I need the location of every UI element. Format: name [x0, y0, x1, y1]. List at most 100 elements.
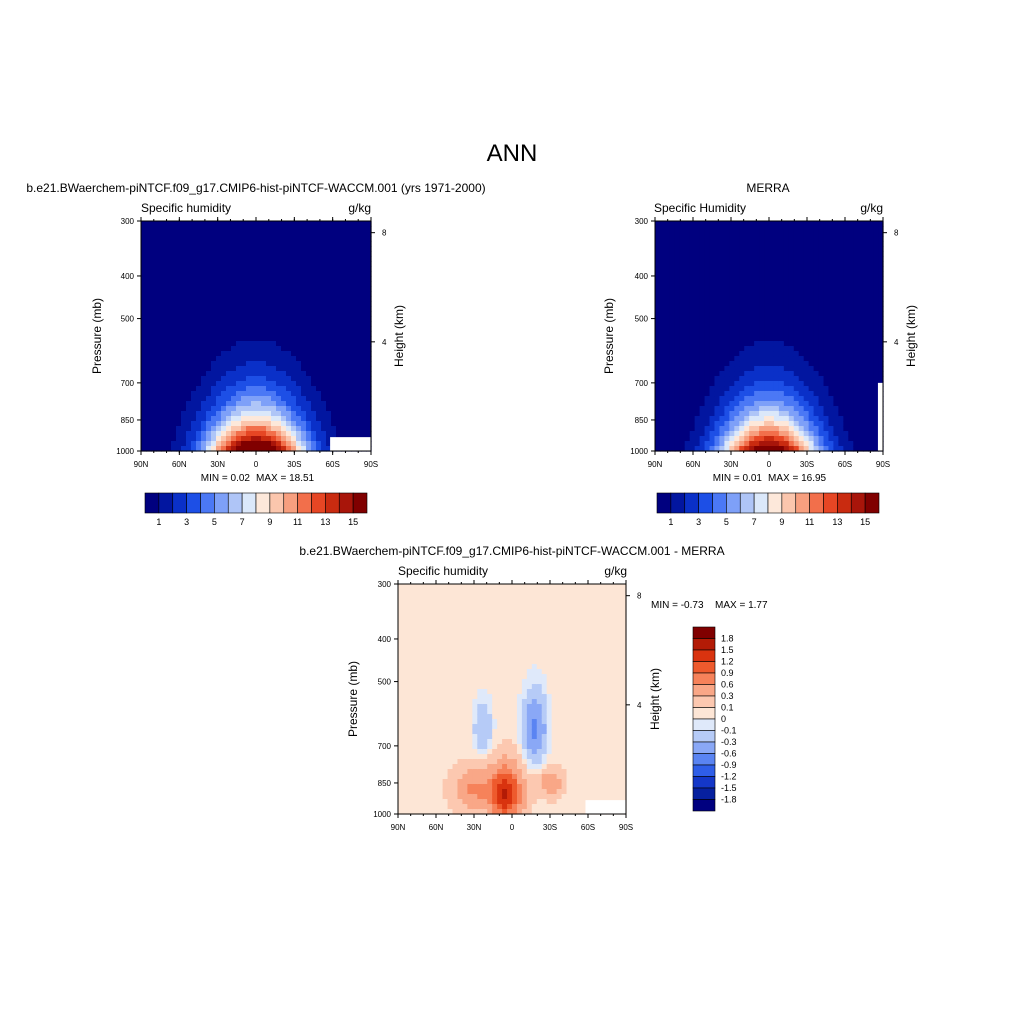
data-cell	[427, 784, 434, 790]
data-cell	[256, 226, 262, 232]
data-cell	[724, 321, 730, 327]
data-cell	[346, 231, 352, 237]
data-cell	[808, 226, 815, 232]
data-cell	[201, 336, 207, 342]
data-cell	[858, 346, 864, 352]
data-cell	[878, 256, 884, 262]
data-cell	[674, 331, 681, 337]
data-cell	[754, 251, 760, 257]
data-cell	[442, 799, 449, 805]
data-cell	[442, 724, 449, 730]
data-cell	[704, 301, 711, 307]
data-cell	[356, 401, 362, 407]
data-cell	[226, 366, 232, 372]
data-cell	[684, 446, 691, 452]
data-cell	[326, 261, 332, 267]
data-cell	[724, 221, 730, 227]
data-cell	[759, 286, 765, 292]
data-cell	[442, 639, 449, 645]
data-cell	[151, 381, 157, 387]
data-cell	[783, 356, 790, 362]
data-cell	[788, 371, 795, 377]
data-cell	[316, 231, 322, 237]
data-cell	[306, 221, 312, 227]
data-cell	[196, 371, 202, 377]
data-cell	[659, 221, 666, 227]
data-cell	[724, 361, 730, 367]
data-cell	[156, 256, 162, 262]
data-cell	[734, 366, 740, 372]
data-cell	[412, 799, 419, 805]
y2-tick-label: 8	[894, 229, 899, 238]
data-cell	[412, 714, 419, 720]
data-cell	[171, 261, 177, 267]
data-cell	[664, 231, 671, 237]
data-cell	[356, 326, 362, 332]
data-cell	[311, 386, 317, 392]
data-cell	[266, 396, 272, 402]
data-cell	[694, 291, 701, 297]
stats-max: MAX = 16.95	[768, 473, 827, 484]
data-cell	[853, 426, 859, 432]
data-cell	[166, 266, 172, 272]
data-cell	[858, 261, 864, 267]
data-cell	[793, 336, 800, 342]
data-cell	[689, 251, 696, 257]
data-cell	[769, 406, 775, 412]
data-cell	[704, 306, 711, 312]
data-cell	[186, 286, 192, 292]
data-cell	[316, 361, 322, 367]
data-cell	[714, 296, 721, 302]
data-cell	[724, 296, 730, 302]
data-cell	[361, 381, 367, 387]
data-cell	[191, 316, 197, 322]
data-cell	[191, 261, 197, 267]
data-cell	[684, 221, 691, 227]
data-cell	[843, 371, 849, 377]
data-cell	[321, 346, 327, 352]
y-tick-label: 400	[635, 272, 649, 281]
data-cell	[828, 411, 835, 417]
data-cell	[241, 261, 247, 267]
data-cell	[216, 306, 222, 312]
data-cell	[141, 241, 147, 247]
data-cell	[818, 331, 825, 337]
data-cell	[141, 266, 147, 272]
data-cell	[808, 441, 815, 447]
data-cell	[256, 371, 262, 377]
data-cell	[749, 436, 755, 442]
data-cell	[452, 604, 459, 610]
data-cell	[196, 446, 202, 452]
data-cell	[813, 341, 820, 347]
data-cell	[151, 341, 157, 347]
data-cell	[306, 236, 312, 242]
data-cell	[206, 356, 212, 362]
data-cell	[156, 391, 162, 397]
data-cell	[432, 729, 439, 735]
data-cell	[773, 346, 780, 352]
data-cell	[858, 256, 864, 262]
data-cell	[141, 296, 147, 302]
data-cell	[311, 401, 317, 407]
data-cell	[689, 261, 696, 267]
data-cell	[704, 421, 711, 427]
data-cell	[417, 589, 424, 595]
data-cell	[246, 331, 252, 337]
y-tick-label: 700	[635, 379, 649, 388]
data-cell	[166, 286, 172, 292]
data-cell	[361, 321, 367, 327]
data-cell	[236, 446, 242, 452]
data-cell	[346, 431, 352, 437]
data-cell	[773, 241, 780, 247]
data-cell	[316, 406, 322, 412]
data-cell	[276, 366, 282, 372]
data-cell	[724, 341, 730, 347]
data-cell	[321, 396, 327, 402]
data-cell	[181, 416, 187, 422]
data-cell	[221, 271, 227, 277]
data-cell	[833, 281, 839, 287]
colorbar-swatch	[850, 492, 866, 514]
data-cell	[452, 659, 459, 665]
data-cell	[326, 396, 332, 402]
data-cell	[729, 356, 735, 362]
